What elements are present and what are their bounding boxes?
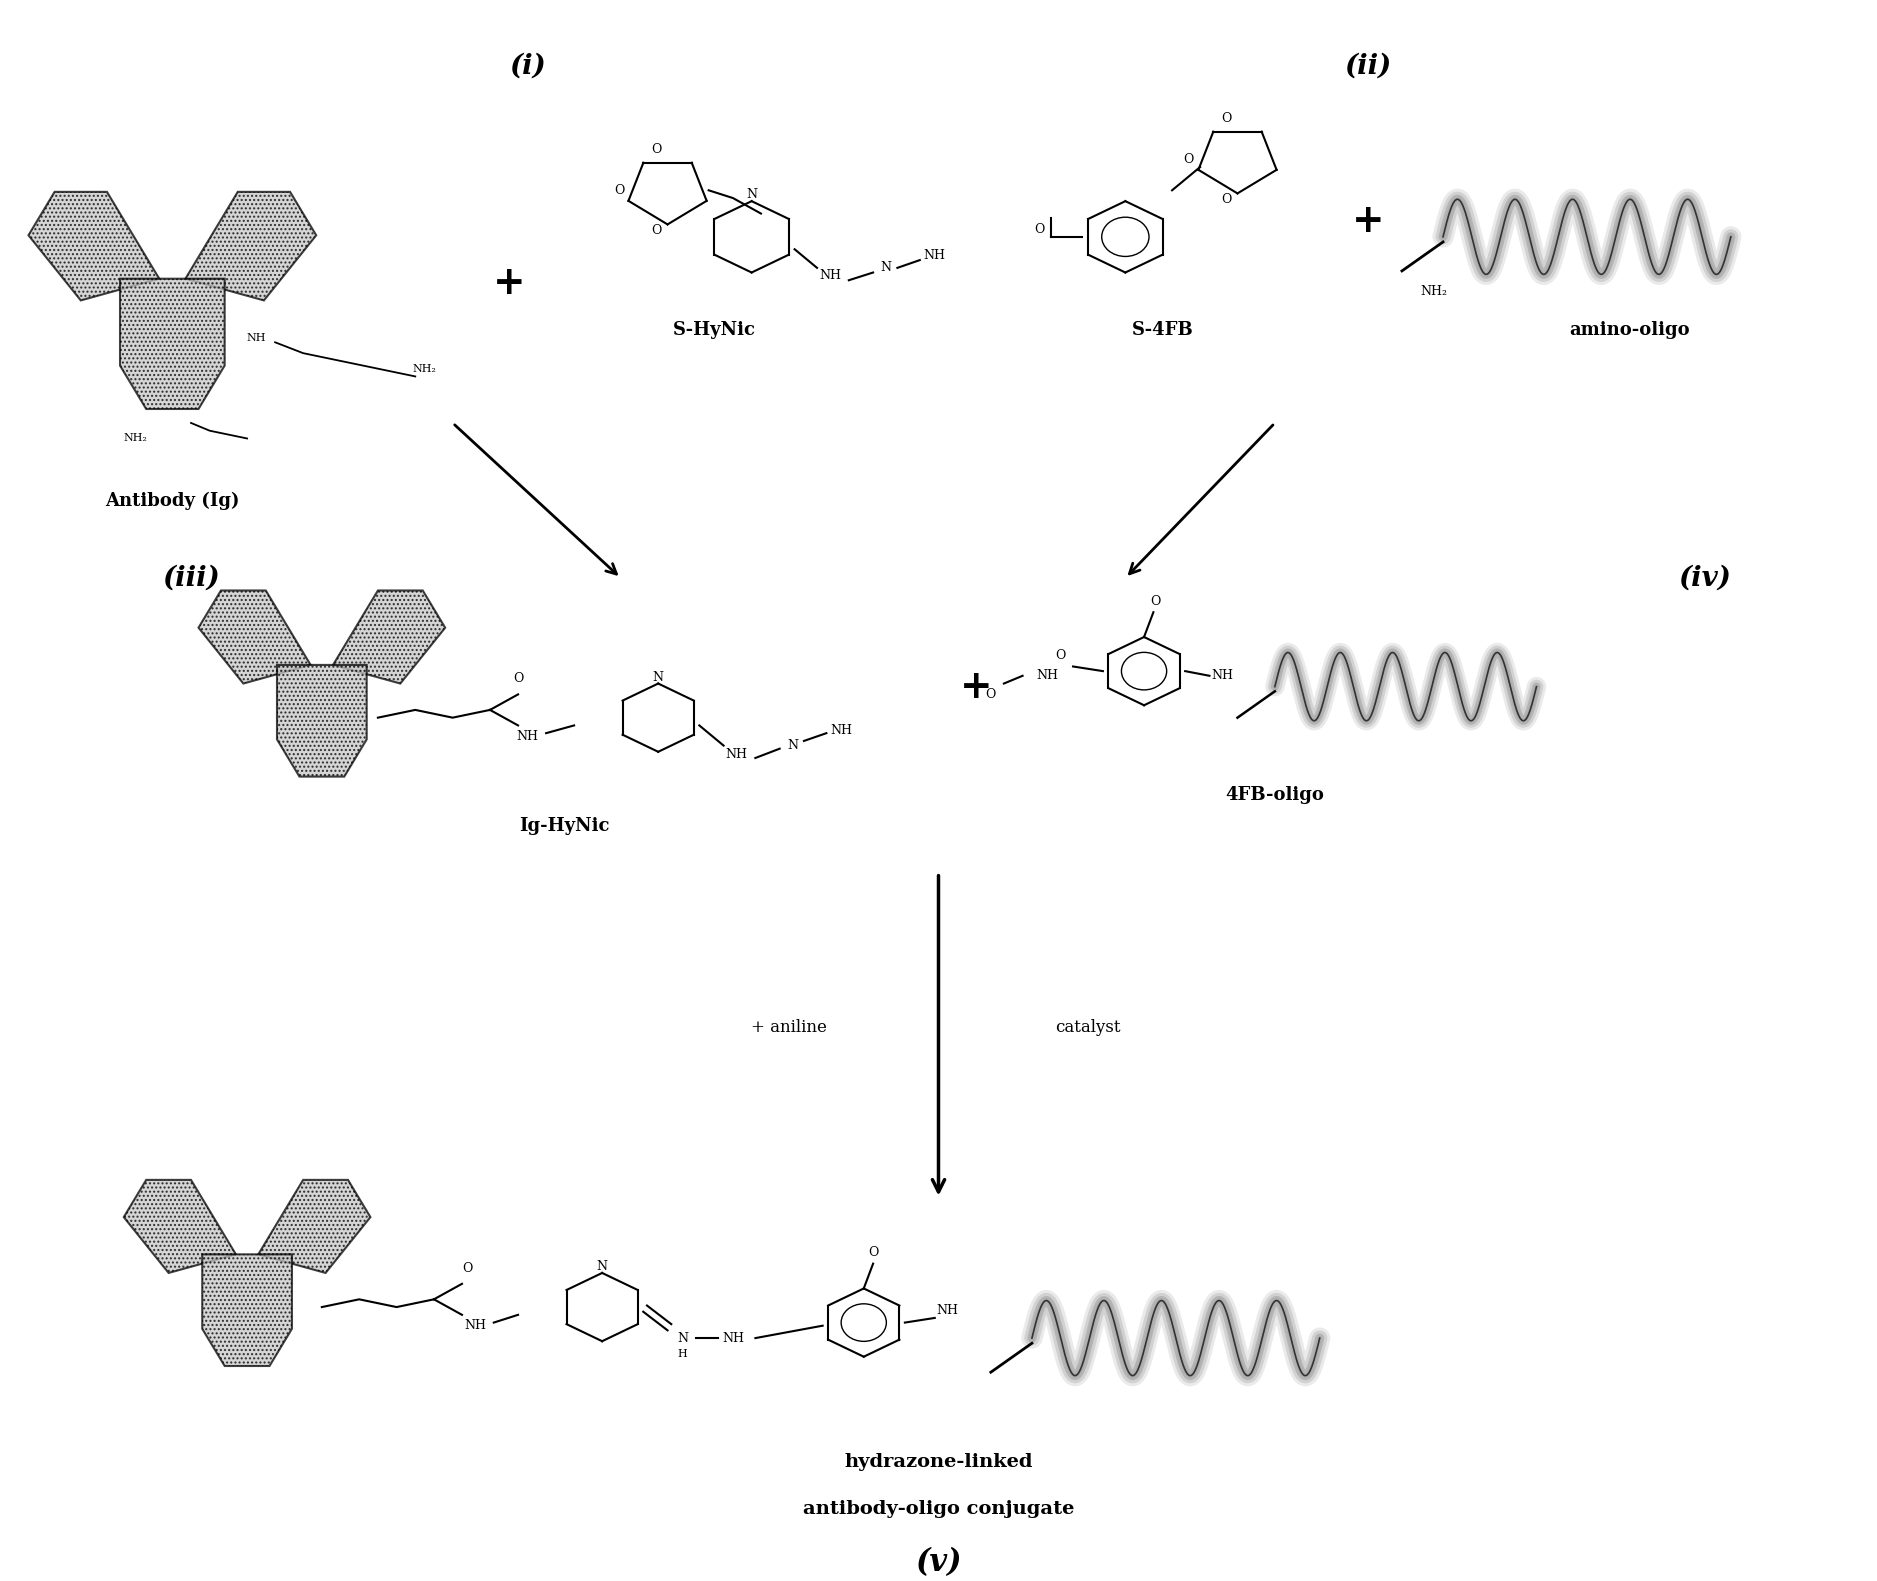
- Text: (i): (i): [509, 52, 546, 79]
- Text: (iv): (iv): [1678, 564, 1731, 591]
- Text: NH: NH: [830, 724, 852, 737]
- Polygon shape: [28, 191, 160, 300]
- Text: NH: NH: [923, 248, 946, 262]
- Text: O: O: [1034, 223, 1045, 236]
- Polygon shape: [332, 590, 445, 683]
- Text: NH: NH: [726, 748, 747, 762]
- Text: O: O: [462, 1262, 473, 1274]
- Text: O: O: [867, 1246, 878, 1260]
- Text: antibody-oligo conjugate: antibody-oligo conjugate: [803, 1500, 1074, 1518]
- Polygon shape: [124, 1179, 237, 1273]
- Text: O: O: [1055, 650, 1064, 662]
- Text: NH₂: NH₂: [1421, 285, 1447, 297]
- Text: 4FB-oligo: 4FB-oligo: [1226, 786, 1325, 805]
- Polygon shape: [259, 1179, 370, 1273]
- Text: H: H: [678, 1349, 687, 1358]
- Text: N: N: [678, 1331, 689, 1344]
- Text: O: O: [1151, 594, 1160, 607]
- Text: Ig-HyNic: Ig-HyNic: [520, 817, 610, 835]
- Text: N: N: [653, 670, 664, 685]
- Polygon shape: [120, 278, 225, 409]
- Text: O: O: [512, 672, 524, 686]
- Text: +: +: [1351, 202, 1385, 240]
- Polygon shape: [278, 666, 366, 776]
- Text: NH: NH: [246, 332, 267, 343]
- Text: N: N: [747, 188, 756, 201]
- Text: N: N: [597, 1260, 608, 1273]
- Text: NH: NH: [464, 1319, 486, 1333]
- Polygon shape: [203, 1254, 293, 1366]
- Text: NH: NH: [818, 269, 841, 281]
- Text: hydrazone-linked: hydrazone-linked: [845, 1453, 1032, 1472]
- Text: (v): (v): [916, 1548, 961, 1578]
- Text: NH₂: NH₂: [413, 364, 437, 373]
- Text: O: O: [1184, 153, 1194, 166]
- Text: amino-oligo: amino-oligo: [1569, 321, 1689, 338]
- Text: + aniline: + aniline: [751, 1020, 828, 1037]
- Text: Antibody (Ig): Antibody (Ig): [105, 492, 240, 509]
- Polygon shape: [199, 590, 310, 683]
- Text: NH: NH: [1036, 669, 1059, 683]
- Text: N: N: [786, 738, 798, 753]
- Text: catalyst: catalyst: [1055, 1020, 1121, 1037]
- Text: NH: NH: [1211, 669, 1233, 683]
- Text: O: O: [614, 183, 625, 196]
- Polygon shape: [186, 191, 315, 300]
- Text: NH: NH: [516, 730, 539, 743]
- Text: N: N: [880, 261, 892, 275]
- Text: (ii): (ii): [1344, 52, 1393, 79]
- Text: +: +: [492, 264, 526, 302]
- Text: O: O: [651, 144, 661, 157]
- Text: O: O: [651, 225, 661, 237]
- Text: S-HyNic: S-HyNic: [672, 321, 756, 338]
- Text: O: O: [1222, 112, 1231, 125]
- Text: NH: NH: [937, 1304, 959, 1317]
- Text: O: O: [985, 688, 997, 700]
- Text: NH: NH: [723, 1331, 743, 1344]
- Text: NH₂: NH₂: [124, 433, 146, 443]
- Text: +: +: [959, 667, 993, 705]
- Text: (iii): (iii): [161, 564, 220, 591]
- Text: O: O: [1222, 193, 1231, 206]
- Text: S-4FB: S-4FB: [1132, 321, 1194, 338]
